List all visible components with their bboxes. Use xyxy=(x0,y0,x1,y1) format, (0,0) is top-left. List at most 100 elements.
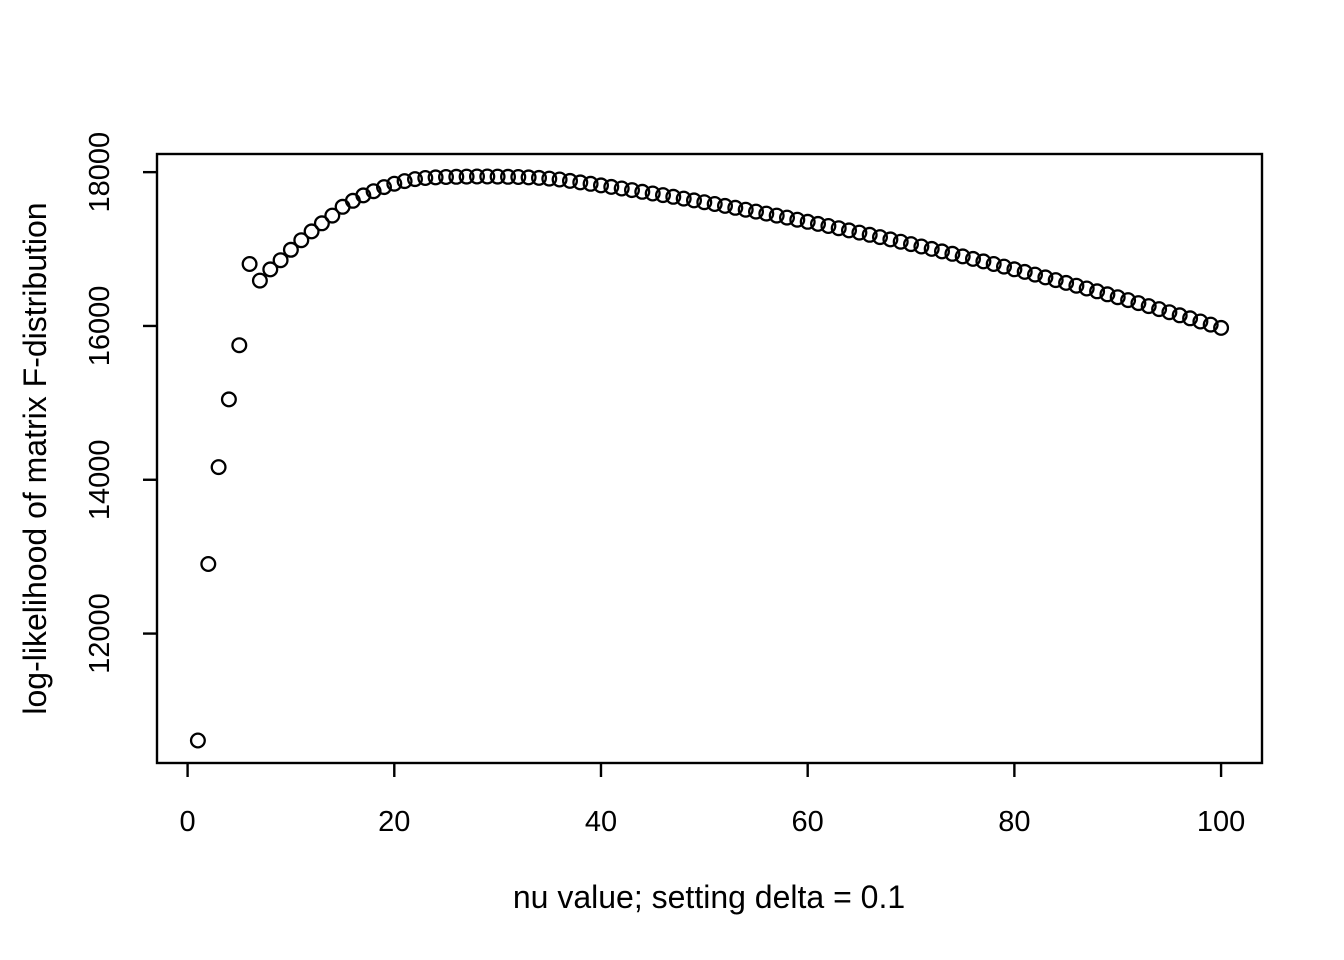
data-point xyxy=(644,185,661,202)
data-point xyxy=(1130,295,1147,312)
data-point xyxy=(975,253,992,270)
data-point xyxy=(613,180,630,197)
data-point xyxy=(861,226,878,243)
data-point xyxy=(417,169,434,186)
y-tick-label: 16000 xyxy=(84,286,116,367)
data-point xyxy=(748,203,765,220)
data-point xyxy=(830,220,847,237)
data-point xyxy=(985,255,1002,272)
data-point xyxy=(903,236,920,253)
data-point xyxy=(1027,266,1044,283)
data-point xyxy=(1161,304,1178,321)
data-point xyxy=(220,391,237,408)
data-points xyxy=(189,168,1230,749)
data-point xyxy=(510,168,527,185)
data-point xyxy=(768,207,785,224)
data-point xyxy=(562,172,579,189)
data-point xyxy=(872,229,889,246)
data-point xyxy=(1068,277,1085,294)
data-point xyxy=(954,248,971,265)
data-point xyxy=(593,177,610,194)
data-point xyxy=(303,223,320,240)
y-tick-label: 12000 xyxy=(84,593,116,674)
data-point xyxy=(686,192,703,209)
data-point xyxy=(737,201,754,218)
data-point xyxy=(448,168,465,185)
data-point xyxy=(1016,263,1033,280)
data-point xyxy=(551,171,568,188)
data-point xyxy=(251,272,268,289)
data-point xyxy=(1202,316,1219,333)
data-point xyxy=(913,238,930,255)
data-point xyxy=(520,169,537,186)
data-point xyxy=(313,215,330,232)
data-point xyxy=(1182,310,1199,327)
y-tick-label: 14000 xyxy=(84,439,116,520)
data-point xyxy=(1171,307,1188,324)
data-point xyxy=(1058,274,1075,291)
data-point xyxy=(789,211,806,228)
plot-box xyxy=(155,152,1264,765)
data-point xyxy=(1120,292,1137,309)
data-point xyxy=(934,243,951,260)
data-point xyxy=(282,241,299,258)
data-point xyxy=(365,183,382,200)
data-point xyxy=(675,190,692,207)
data-point xyxy=(696,194,713,211)
data-point xyxy=(210,459,227,476)
data-point xyxy=(437,168,454,185)
data-point xyxy=(779,209,796,226)
data-point xyxy=(665,188,682,205)
data-point xyxy=(541,170,558,187)
data-point xyxy=(634,183,651,200)
data-point xyxy=(582,175,599,192)
data-point xyxy=(727,199,744,216)
data-point xyxy=(406,171,423,188)
data-point xyxy=(655,187,672,204)
data-point xyxy=(531,169,548,186)
data-point xyxy=(603,178,620,195)
data-point xyxy=(572,174,589,191)
x-tick-label: 20 xyxy=(378,806,410,838)
data-point xyxy=(882,231,899,248)
data-point xyxy=(499,168,516,185)
data-point xyxy=(996,258,1013,275)
data-point xyxy=(810,215,827,232)
data-point xyxy=(758,205,775,222)
data-point xyxy=(396,173,413,190)
data-point xyxy=(1047,272,1064,289)
data-point xyxy=(241,255,258,272)
x-tick-label: 40 xyxy=(585,806,617,838)
data-point xyxy=(189,732,206,749)
data-point xyxy=(624,182,641,199)
data-point xyxy=(293,232,310,249)
x-tick-label: 0 xyxy=(180,806,196,838)
data-point xyxy=(717,197,734,214)
x-tick-label: 80 xyxy=(998,806,1030,838)
data-point xyxy=(355,187,372,204)
y-axis-title: log-likelihood of matrix F-distribution xyxy=(17,202,53,714)
data-point xyxy=(851,224,868,241)
data-point xyxy=(923,240,940,257)
y-axis: 12000 14000 16000 18000 xyxy=(84,132,157,674)
data-point xyxy=(479,168,496,185)
data-point xyxy=(427,169,444,186)
x-axis: 0 20 40 60 80 100 xyxy=(180,763,1245,838)
x-tick-label: 100 xyxy=(1197,806,1245,838)
data-point xyxy=(892,233,909,250)
data-point xyxy=(200,556,217,573)
x-axis-title: nu value; setting delta = 0.1 xyxy=(513,879,905,915)
data-point xyxy=(965,250,982,267)
data-point xyxy=(1078,280,1095,297)
data-point xyxy=(1037,269,1054,286)
data-point xyxy=(944,245,961,262)
data-point xyxy=(262,261,279,278)
data-point xyxy=(458,168,475,185)
data-point xyxy=(706,195,723,212)
plot-box-rect xyxy=(155,152,1264,765)
data-point xyxy=(334,198,351,215)
data-point xyxy=(272,252,289,269)
data-point xyxy=(324,207,341,224)
data-point xyxy=(1089,283,1106,300)
